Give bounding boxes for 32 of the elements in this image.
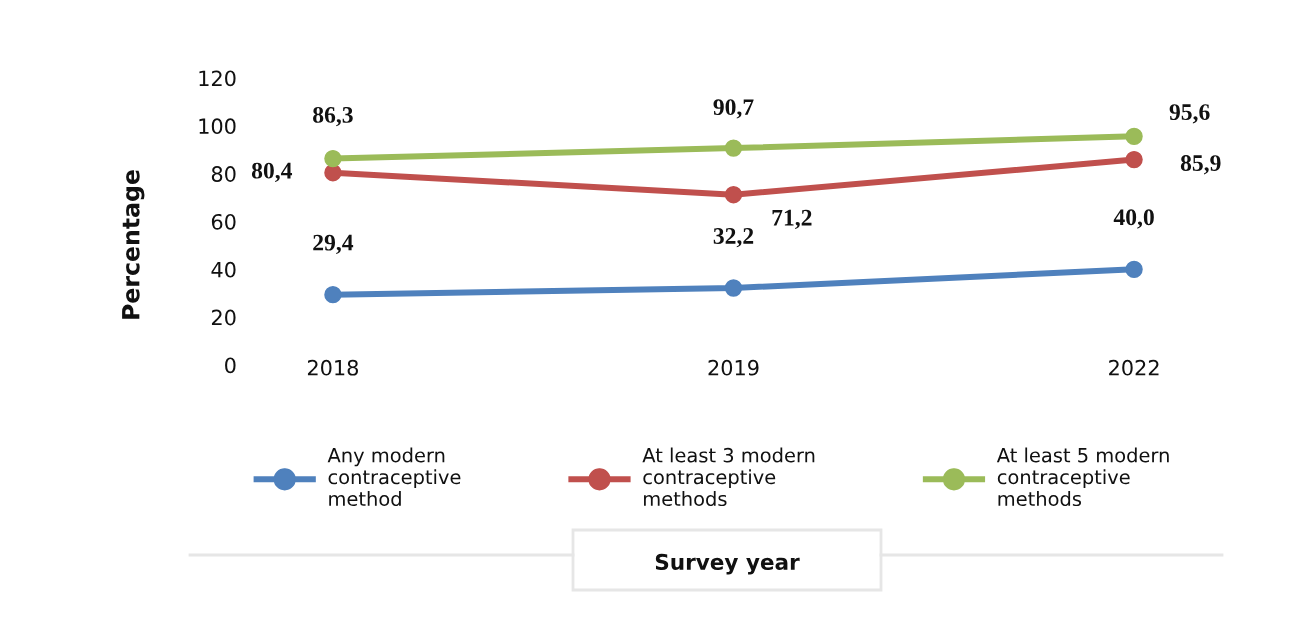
- point: [724, 186, 743, 204]
- data-label: 32,2: [713, 228, 754, 248]
- y-tick-label: 20: [211, 309, 236, 326]
- data-label: 95,6: [1169, 104, 1210, 124]
- point: [724, 139, 743, 157]
- y-axis-title: Percentage: [122, 170, 145, 319]
- data-label: 90,7: [713, 99, 754, 119]
- data-label: 85,9: [1180, 155, 1221, 175]
- data-label: 86,3: [313, 106, 353, 127]
- data-label: 80,4: [251, 162, 293, 183]
- point: [1125, 260, 1143, 279]
- data-label: 40,0: [1113, 209, 1154, 229]
- legend-label: Any modern contraceptive method: [327, 447, 461, 507]
- text: Survey year: [655, 553, 800, 575]
- point: [724, 279, 743, 297]
- point: [1125, 150, 1143, 169]
- data-label: 71,2: [772, 209, 812, 230]
- point: [1125, 127, 1143, 146]
- point: [324, 286, 342, 304]
- point: [324, 149, 342, 168]
- x-tick-label: 2018: [307, 359, 358, 376]
- legend-label: At least 5 modern contraceptive methods: [996, 447, 1169, 507]
- y-tick-label: 100: [199, 118, 236, 135]
- y-tick-label: 40: [211, 261, 236, 278]
- x-tick-label: 2019: [708, 359, 759, 376]
- x-tick-label: 2022: [1109, 359, 1159, 376]
- y-tick-label: 80: [211, 166, 236, 182]
- data-label: 29,4: [313, 234, 354, 255]
- y-tick-label: 120: [199, 70, 236, 87]
- y-tick-label: 0: [225, 357, 236, 374]
- legend-label: At least 3 modern contraceptive methods: [642, 447, 815, 507]
- y-tick-label: 60: [211, 213, 236, 230]
